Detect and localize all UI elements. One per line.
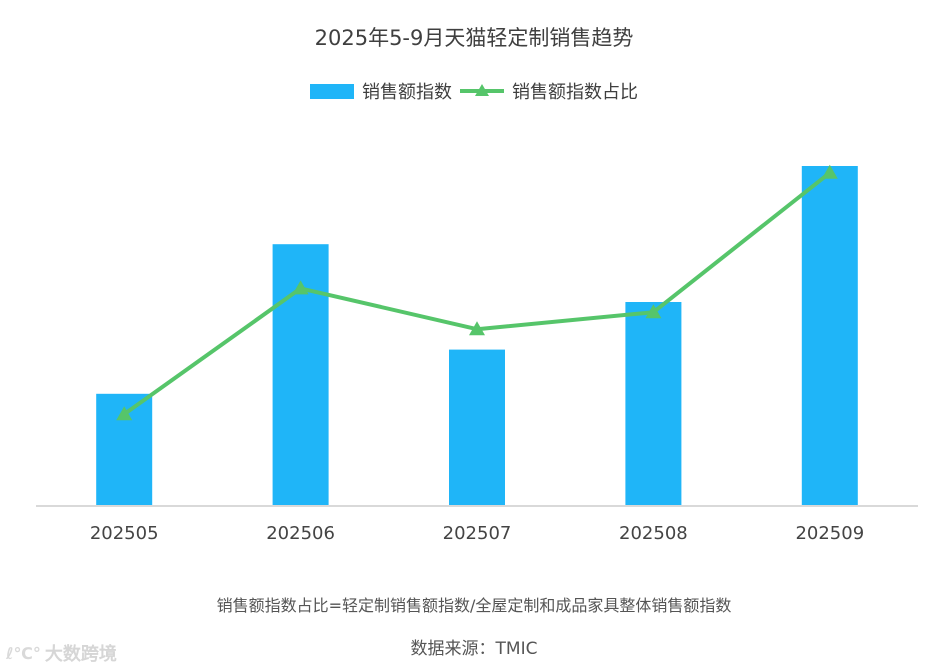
x-tick-label-202507: 202507 [443, 523, 512, 544]
footnote: 销售额指数占比=轻定制销售额指数/全屋定制和成品家具整体销售额指数 [216, 596, 732, 615]
watermark-logo-icon: ℓ℃° [6, 643, 41, 663]
bar-202509 [801, 166, 858, 506]
legend-bar-label: 销售额指数 [362, 82, 452, 103]
line-point-202508 [645, 304, 662, 319]
x-tick-label-202509: 202509 [795, 523, 864, 544]
bar-202508 [625, 302, 682, 506]
legend-line-label: 销售额指数占比 [512, 82, 638, 103]
bar-202507 [449, 349, 505, 506]
x-tick-label-202506: 202506 [266, 523, 335, 544]
legend-item-bar: 销售额指数 [310, 78, 452, 104]
watermark-text: 大数跨境 [44, 644, 117, 665]
x-tick-label-202508: 202508 [619, 523, 688, 544]
line-point-202507 [469, 321, 485, 336]
legend-bar-swatch [310, 83, 354, 99]
chart-legend: 销售额指数 销售额指数占比 [0, 78, 948, 104]
legend-item-line: 销售额指数占比 [460, 78, 638, 104]
line-point-202505 [116, 406, 133, 421]
watermark: ℓ℃° 大数跨境 [6, 640, 117, 666]
x-tick-label-202505: 202505 [90, 523, 159, 544]
chart-title: 2025年5-9月天猫轻定制销售趋势 [314, 26, 634, 50]
legend-line-swatch [460, 84, 504, 96]
line-point-202506 [292, 280, 309, 295]
source-text: 数据来源：TMIC [410, 639, 538, 659]
line-point-202509 [821, 164, 838, 179]
